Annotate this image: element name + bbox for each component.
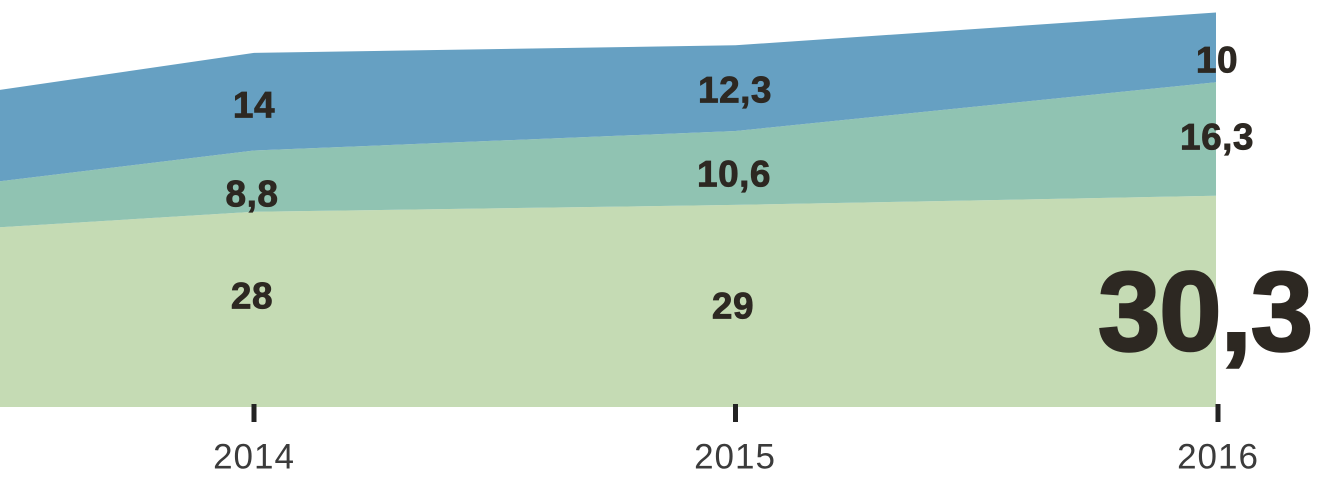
value-label-2014-top-series: 14 [232,84,276,126]
area-top-series [0,12,1216,182]
area-bottom-series [0,195,1216,407]
x-axis-label-2014: 2014 [213,437,295,477]
value-label-2016-top-series: 10 [1195,39,1239,81]
value-label-2016-middle-series: 16,3 [1179,116,1255,158]
value-label-2014-middle-series: 8,8 [225,173,279,215]
x-axis-label-2016: 2016 [1177,437,1259,477]
area-middle-series [0,82,1216,228]
x-axis-label-2015: 2015 [694,437,776,477]
value-label-2016-bottom-series-emphasized: 30,3 [1097,249,1314,374]
value-label-2015-top-series: 12,3 [697,69,773,111]
value-label-2014-bottom-series: 28 [230,275,274,317]
value-label-2015-bottom-series: 29 [711,285,755,327]
value-label-2015-middle-series: 10,6 [696,153,772,195]
